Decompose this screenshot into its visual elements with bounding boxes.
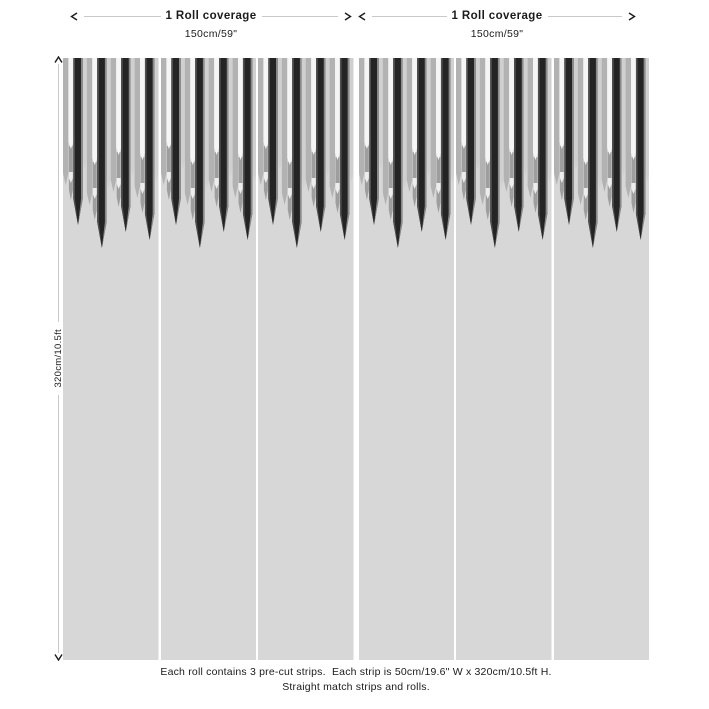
caption-line-2: Straight match strips and rolls. <box>282 681 430 694</box>
roll2-width-dimension: 1 Roll coverage 150cm/59" <box>358 8 636 40</box>
dimension-line <box>84 15 161 17</box>
dimension-line <box>261 15 339 17</box>
arrow-right-icon <box>344 11 352 21</box>
strip-pattern <box>358 58 454 660</box>
dimension-line <box>372 15 447 17</box>
arrow-right-icon <box>628 11 636 21</box>
wallpaper-preview <box>63 58 649 660</box>
strip-pattern <box>456 58 552 660</box>
caption: Each roll contains 3 pre-cut strips. Eac… <box>43 665 669 695</box>
roll1-coverage-label: 1 Roll coverage <box>165 10 257 22</box>
roll1-strip-1 <box>63 58 159 660</box>
roll2-strip-1 <box>358 58 454 660</box>
strip-pattern <box>160 58 256 660</box>
arrow-left-icon <box>358 11 366 21</box>
strip-pattern <box>63 58 159 660</box>
roll-height-label: 320cm/10.5ft <box>52 329 64 388</box>
roll1-dimension-bar: 1 Roll coverage <box>70 8 352 24</box>
arrow-down-icon <box>53 654 63 661</box>
arrow-up-icon <box>53 56 63 63</box>
dimension-line <box>547 15 623 17</box>
strip-pattern <box>553 58 649 660</box>
height-dimension: 320cm/10.5ft <box>50 56 66 661</box>
roll2-strip-2 <box>456 58 552 660</box>
roll1-strip-2 <box>160 58 256 660</box>
roll2-dimension-bar: 1 Roll coverage <box>358 8 636 24</box>
roll-2 <box>358 58 649 660</box>
strip-pattern <box>258 58 354 660</box>
roll1-width-dimension: 1 Roll coverage 150cm/59" <box>70 8 352 40</box>
dimension-line <box>57 394 59 653</box>
roll2-strip-3 <box>553 58 649 660</box>
arrow-left-icon <box>70 11 78 21</box>
roll2-width-label: 150cm/59" <box>470 28 524 40</box>
roll1-width-label: 150cm/59" <box>184 28 238 40</box>
caption-line-1: Each roll contains 3 pre-cut strips. Eac… <box>160 666 552 678</box>
roll-1 <box>63 58 354 660</box>
roll2-coverage-label: 1 Roll coverage <box>451 10 543 22</box>
roll1-strip-3 <box>258 58 354 660</box>
dimension-line <box>57 64 59 323</box>
